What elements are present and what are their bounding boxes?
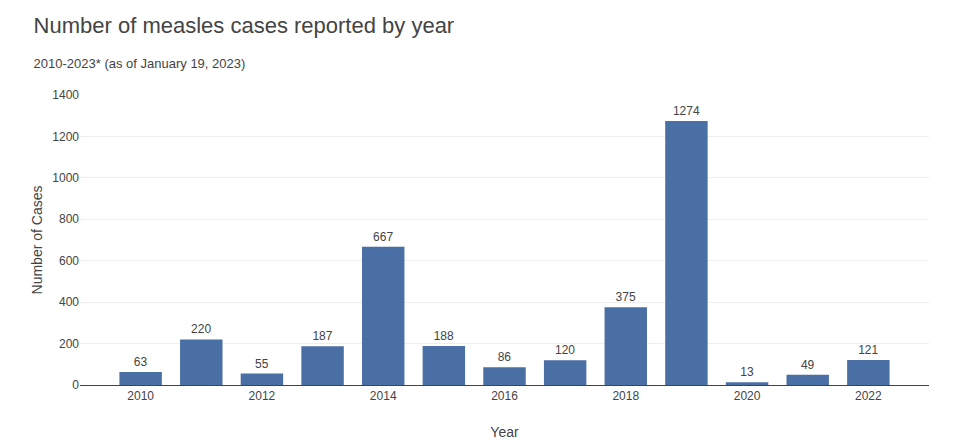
svg-text:Year: Year [490, 424, 519, 440]
svg-text:121: 121 [858, 343, 878, 357]
svg-text:120: 120 [555, 343, 575, 357]
svg-text:187: 187 [312, 329, 332, 343]
svg-text:2014: 2014 [370, 389, 397, 403]
svg-text:400: 400 [59, 295, 79, 309]
svg-text:1000: 1000 [52, 171, 79, 185]
svg-text:2010-2023* (as of January 19,: 2010-2023* (as of January 19, 2023) [34, 56, 246, 71]
svg-text:188: 188 [434, 329, 454, 343]
svg-text:2016: 2016 [491, 389, 518, 403]
svg-text:1274: 1274 [673, 104, 700, 118]
svg-text:86: 86 [498, 350, 512, 364]
svg-text:2020: 2020 [734, 389, 761, 403]
svg-text:Number of Cases: Number of Cases [29, 186, 45, 295]
svg-text:2010: 2010 [127, 389, 154, 403]
svg-text:220: 220 [191, 322, 211, 336]
svg-text:600: 600 [59, 254, 79, 268]
svg-text:2012: 2012 [249, 389, 276, 403]
svg-text:1200: 1200 [52, 130, 79, 144]
svg-text:2022: 2022 [855, 389, 882, 403]
svg-text:13: 13 [740, 365, 754, 379]
svg-text:800: 800 [59, 212, 79, 226]
svg-text:667: 667 [373, 230, 393, 244]
svg-text:63: 63 [134, 355, 148, 369]
svg-text:49: 49 [801, 358, 815, 372]
svg-text:Number of measles cases report: Number of measles cases reported by year [34, 13, 455, 38]
svg-text:375: 375 [616, 290, 636, 304]
svg-text:2018: 2018 [612, 389, 639, 403]
svg-text:0: 0 [72, 378, 79, 392]
svg-text:1400: 1400 [52, 88, 79, 102]
svg-text:200: 200 [59, 337, 79, 351]
svg-text:55: 55 [255, 357, 269, 371]
